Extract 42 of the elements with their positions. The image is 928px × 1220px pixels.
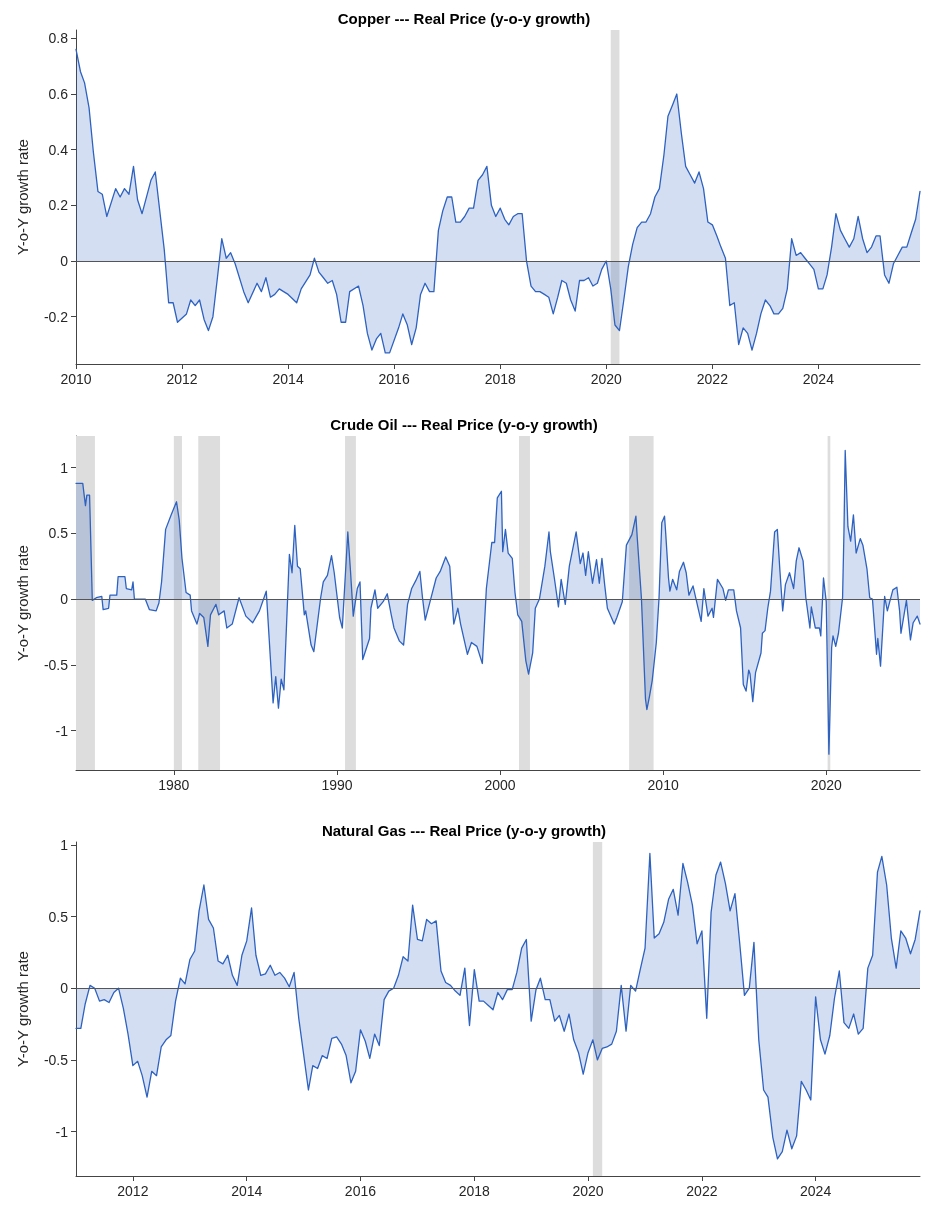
x-tick-label: 2022 bbox=[686, 1183, 718, 1199]
x-tick-label: 2020 bbox=[590, 371, 623, 387]
x-tick-label: 2016 bbox=[378, 371, 410, 387]
y-tick-label: -0.5 bbox=[43, 656, 69, 673]
x-tick-label: 2022 bbox=[696, 371, 729, 387]
x-tick-label: 2014 bbox=[272, 371, 304, 387]
x-tick-label: 2020 bbox=[810, 777, 843, 793]
x-tick-label: 2012 bbox=[117, 1183, 149, 1199]
y-tick-label: 1 bbox=[60, 459, 69, 476]
y-tick-label: 0 bbox=[60, 980, 69, 997]
x-tick-label: 2010 bbox=[60, 371, 92, 387]
y-tick-label: 0.5 bbox=[48, 525, 69, 542]
y-axis-title: Y-o-Y growth rate bbox=[14, 545, 31, 661]
x-tick-label: 1990 bbox=[321, 777, 353, 793]
x-tick-label: 2024 bbox=[802, 371, 835, 387]
chart-title: Crude Oil --- Real Price (y-o-y growth) bbox=[330, 416, 598, 433]
x-tick-label: 2018 bbox=[484, 371, 517, 387]
x-tick-label: 2016 bbox=[344, 1183, 377, 1199]
x-tick-label: 2000 bbox=[484, 777, 516, 793]
y-axis-title: Y-o-Y growth rate bbox=[14, 139, 31, 255]
chart-title: Copper --- Real Price (y-o-y growth) bbox=[337, 10, 591, 27]
y-tick-label: 0.5 bbox=[48, 908, 69, 925]
y-tick-label: 1 bbox=[60, 836, 69, 853]
x-tick-label: 1980 bbox=[158, 777, 190, 793]
y-tick-label: -0.2 bbox=[43, 308, 69, 325]
x-tick-label: 2020 bbox=[572, 1183, 604, 1199]
y-tick-label: 0.2 bbox=[48, 197, 69, 214]
y-tick-label: 0 bbox=[60, 253, 69, 270]
x-tick-label: 2024 bbox=[800, 1183, 832, 1199]
x-tick-label: 2018 bbox=[458, 1183, 491, 1199]
y-tick-label: -1 bbox=[55, 1123, 69, 1140]
y-axis-title: Y-o-Y growth rate bbox=[14, 951, 31, 1067]
y-tick-label: -0.5 bbox=[43, 1051, 69, 1068]
x-tick-label: 2010 bbox=[647, 777, 679, 793]
y-tick-label: -1 bbox=[55, 722, 69, 739]
y-tick-label: 0.4 bbox=[48, 141, 69, 158]
y-tick-label: 0.8 bbox=[48, 30, 69, 47]
x-tick-label: 2012 bbox=[166, 371, 198, 387]
y-tick-label: 0.6 bbox=[48, 86, 69, 103]
y-tick-label: 0 bbox=[60, 591, 69, 608]
x-tick-label: 2014 bbox=[231, 1183, 263, 1199]
chart-title: Natural Gas --- Real Price (y-o-y growth) bbox=[321, 822, 607, 839]
